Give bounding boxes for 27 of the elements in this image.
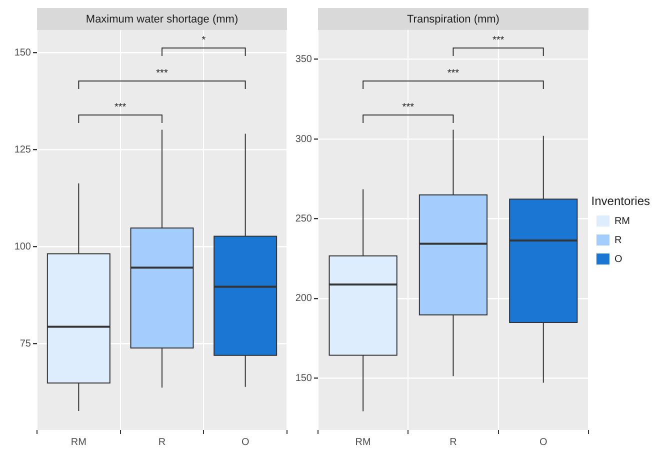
y-tick-label: 300 (295, 134, 312, 145)
legend-label: R (614, 234, 622, 246)
annotation: *** (156, 68, 168, 79)
y-tick-label: 125 (14, 144, 32, 156)
legend-label: O (614, 254, 622, 265)
annotation: * (202, 34, 206, 46)
y-tick-label: 150 (14, 47, 32, 58)
annotation: *** (114, 102, 126, 113)
x-tick-label: RM (70, 436, 86, 448)
x-tick-label: RM (355, 436, 371, 448)
y-tick-label: 350 (295, 54, 312, 66)
annotation: *** (447, 68, 460, 79)
annotation: *** (492, 34, 504, 46)
x-tick-label: O (539, 436, 548, 448)
x-tick-label: R (450, 436, 457, 448)
y-tick-label: 150 (295, 372, 312, 384)
legend-title: Inventories (591, 194, 650, 208)
y-tick-label: 250 (295, 214, 312, 225)
x-tick-label: R (158, 436, 166, 448)
y-tick-label: 100 (14, 241, 32, 252)
chart-title: Transpiration (mm) (406, 14, 500, 26)
legend-label: RM (614, 216, 630, 227)
chart-title: Maximum water shortage (mm) (86, 14, 238, 26)
y-tick-label: 200 (295, 293, 312, 304)
annotation: *** (402, 102, 414, 113)
y-tick-label: 75 (20, 338, 32, 350)
x-tick-label: O (241, 436, 250, 448)
